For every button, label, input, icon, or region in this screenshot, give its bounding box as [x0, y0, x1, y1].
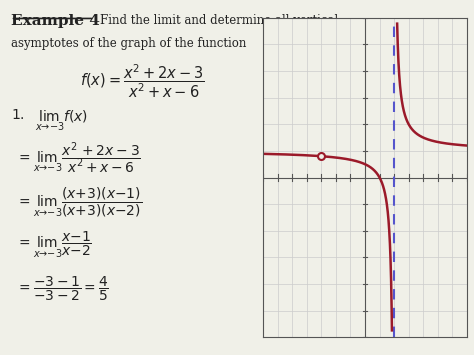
- Text: $1.$: $1.$: [10, 108, 24, 122]
- Text: $= \lim_{x \to -3} \dfrac{x-1}{x-2}$: $= \lim_{x \to -3} \dfrac{x-1}{x-2}$: [16, 230, 92, 260]
- Text: Example 4: Example 4: [10, 14, 100, 28]
- Text: asymptotes of the graph of the function: asymptotes of the graph of the function: [10, 37, 246, 50]
- Text: $= \lim_{x \to -3} \dfrac{x^2+2x-3}{x^2+x-6}$: $= \lim_{x \to -3} \dfrac{x^2+2x-3}{x^2+…: [16, 140, 141, 176]
- Text: $f(x)=\dfrac{x^2+2x-3}{x^2+x-6}$: $f(x)=\dfrac{x^2+2x-3}{x^2+x-6}$: [80, 62, 204, 100]
- Text: $= \lim_{x \to -3} \dfrac{(x+3)(x-1)}{(x+3)(x-2)}$: $= \lim_{x \to -3} \dfrac{(x+3)(x-1)}{(x…: [16, 185, 142, 219]
- Text: $\lim_{x \to -3} f(x)$: $\lim_{x \to -3} f(x)$: [35, 108, 88, 133]
- Text: $=\dfrac{-3-1}{-3-2}=\dfrac{4}{5}$: $=\dfrac{-3-1}{-3-2}=\dfrac{4}{5}$: [16, 275, 109, 304]
- Text: Find the limit and determine all vertical: Find the limit and determine all vertica…: [100, 14, 338, 27]
